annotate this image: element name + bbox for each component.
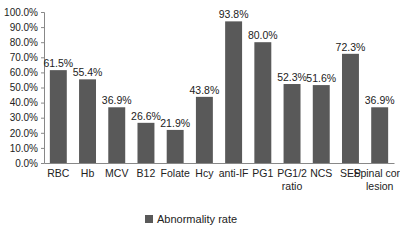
plot: 0.0% 10.0% 20.0% 30.0% 40.0% 50.0% 60.0% 70.0% 8…	[4, 7, 400, 192]
legend-label: Abnormality rate	[157, 213, 237, 225]
x-tick-label: B12	[137, 167, 156, 179]
x-tick: Hb	[81, 163, 95, 179]
bar	[196, 97, 213, 163]
y-tick-mark	[41, 27, 44, 28]
x-tick-label: PG1	[252, 167, 273, 179]
y-tick-mark	[41, 72, 44, 73]
x-tick-label: Hb	[81, 167, 95, 179]
bar	[137, 123, 154, 163]
y-tick-label: 70.0%	[10, 52, 38, 63]
data-label: 61.5%	[43, 57, 73, 69]
y-tick: 40.0%	[10, 97, 44, 108]
data-labels: 61.5%55.4% 36.9% 26.6%21.9% 43.8% 93.8% 80.0%…	[43, 8, 394, 129]
legend-swatch	[145, 215, 153, 223]
y-tick-label: 90.0%	[10, 22, 38, 33]
y-tick: 60.0%	[10, 67, 44, 78]
x-tick: NCS	[310, 163, 332, 179]
y-axis-line	[41, 13, 45, 164]
bar	[167, 130, 184, 163]
x-tick-label: MCV	[105, 167, 128, 179]
x-tick: Spinal cordlesion	[353, 163, 400, 192]
data-label: 55.4%	[73, 66, 103, 78]
y-tick: 80.0%	[10, 37, 44, 48]
legend: Abnormality rate	[145, 213, 237, 225]
y-tick-label: 50.0%	[10, 82, 38, 93]
x-axis-line	[45, 163, 395, 164]
x-tick: RBC	[47, 163, 70, 179]
y-tick-label: 60.0%	[10, 67, 38, 78]
x-tick-label: Spinal cordlesion	[353, 167, 400, 191]
x-tick-label: RBC	[47, 167, 70, 179]
x-tick: Hcy	[195, 163, 214, 179]
data-label: 52.3%	[277, 71, 307, 83]
data-label: 36.9%	[365, 94, 395, 106]
x-tick-label: Folate	[161, 167, 190, 179]
y-axis: 0.0% 10.0% 20.0% 30.0% 40.0% 50.0% 60.0% 70.0% 8…	[4, 7, 44, 169]
x-tick-label: PG1/2ratio	[277, 167, 307, 191]
x-axis: RBC Hb MCV B12 Folate Hcy anti-IFPG1 PG1/2ratio…	[45, 163, 400, 192]
x-tick: B12	[137, 163, 156, 179]
x-tick: PG1/2ratio	[277, 163, 307, 192]
y-tick: 0.0%	[15, 158, 44, 169]
y-tick-mark	[41, 133, 44, 134]
bar	[284, 84, 301, 163]
y-tick-label: 0.0%	[15, 158, 38, 169]
data-label: 51.6%	[306, 72, 336, 84]
bar	[50, 70, 67, 163]
y-tick-label: 100.0%	[4, 7, 38, 18]
x-tick: MCV	[105, 163, 128, 179]
y-tick-mark	[41, 148, 44, 149]
y-tick: 10.0%	[10, 143, 44, 154]
bar	[371, 107, 388, 163]
y-tick: 30.0%	[10, 112, 44, 123]
data-label: 21.9%	[160, 117, 190, 129]
x-tick-label: Hcy	[195, 167, 214, 179]
data-label: 26.6%	[131, 110, 161, 122]
y-tick-mark	[41, 12, 44, 13]
y-tick-label: 30.0%	[10, 112, 38, 123]
y-tick-label: 40.0%	[10, 97, 38, 108]
bar	[342, 54, 359, 163]
y-tick: 100.0%	[4, 7, 44, 18]
y-tick-mark	[41, 42, 44, 43]
y-tick-label: 20.0%	[10, 128, 38, 139]
data-label: 72.3%	[336, 41, 366, 53]
bar	[79, 79, 96, 163]
y-tick-mark	[41, 163, 44, 164]
y-tick: 20.0%	[10, 128, 44, 139]
x-tick-label: NCS	[310, 167, 332, 179]
data-label: 80.0%	[248, 29, 278, 41]
y-tick-mark	[41, 118, 44, 119]
y-tick-mark	[41, 88, 44, 89]
x-tick: anti-IF	[219, 163, 249, 179]
bar	[108, 107, 125, 163]
bar	[254, 42, 271, 163]
data-label: 43.8%	[190, 84, 220, 96]
bar	[225, 21, 242, 163]
data-label: 36.9%	[102, 94, 132, 106]
y-tick: 70.0%	[10, 52, 44, 63]
chart: 0.0% 10.0% 20.0% 30.0% 40.0% 50.0% 60.0% 70.0% 8…	[0, 0, 400, 235]
data-label: 93.8%	[219, 8, 249, 20]
bars	[50, 21, 388, 163]
x-tick: PG1	[252, 163, 273, 179]
y-tick: 50.0%	[10, 82, 44, 93]
y-tick-label: 80.0%	[10, 37, 38, 48]
bar	[313, 85, 330, 163]
y-tick: 90.0%	[10, 22, 44, 33]
y-tick-label: 10.0%	[10, 143, 38, 154]
x-tick: Folate	[161, 163, 190, 179]
x-tick-label: anti-IF	[219, 167, 249, 179]
y-tick-mark	[41, 103, 44, 104]
